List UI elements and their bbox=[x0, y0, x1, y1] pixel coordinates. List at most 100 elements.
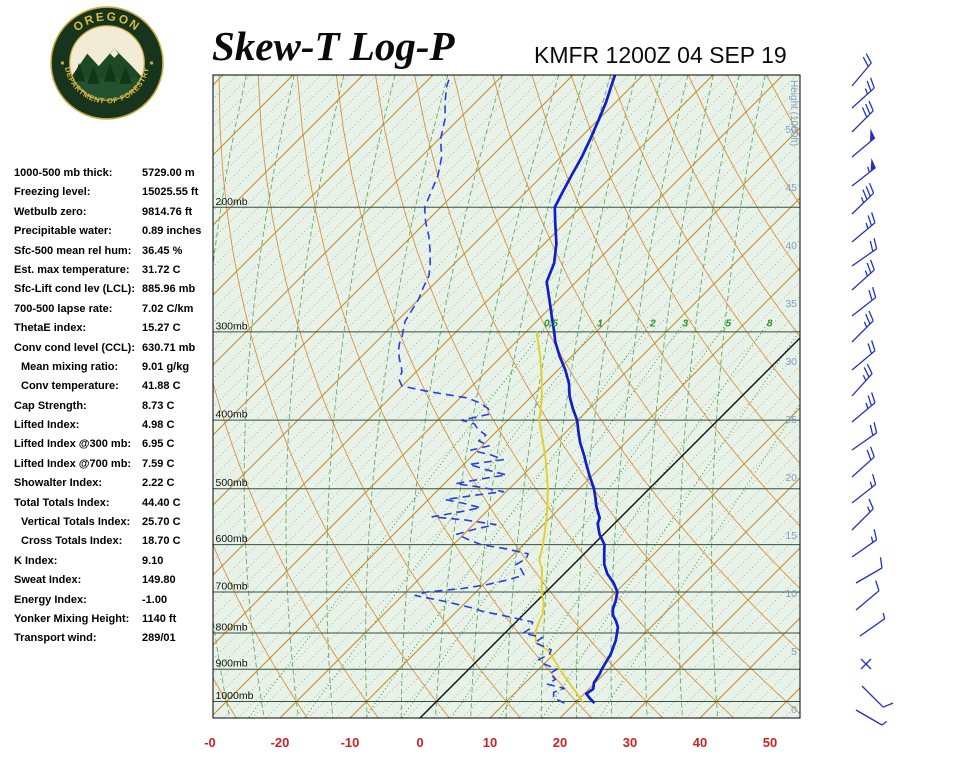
pressure-label: 600mb bbox=[216, 533, 248, 545]
temp-axis-label: 10 bbox=[483, 735, 497, 750]
stat-row: Conv temperature: 41.88 C bbox=[14, 380, 219, 399]
stat-label: Lifted Index @700 mb: bbox=[14, 457, 132, 470]
isotherm-minor bbox=[587, 505, 800, 718]
isotherm-minor bbox=[671, 589, 800, 718]
stat-label: Freezing level: bbox=[14, 186, 91, 199]
stat-label: Lifted Index @300 mb: bbox=[14, 438, 132, 451]
stat-value: 7.02 C/km bbox=[142, 302, 194, 315]
stat-value: 41.88 C bbox=[142, 380, 181, 393]
wind-barb bbox=[851, 77, 875, 109]
isotherm bbox=[629, 547, 800, 718]
stat-row: Cross Totals Index: 18.70 C bbox=[14, 535, 219, 554]
moist-adiabat bbox=[118, 75, 161, 718]
temp-axis-label: -20 bbox=[271, 735, 290, 750]
isotherm-minor bbox=[685, 603, 800, 718]
isotherm-minor bbox=[447, 365, 800, 718]
stat-row: Freezing level: 15025.55 ft bbox=[14, 186, 219, 205]
stat-value: 630.71 mb bbox=[142, 341, 196, 354]
wind-barb bbox=[851, 287, 877, 317]
isotherm-minor bbox=[223, 141, 800, 718]
isotherm-minor bbox=[601, 519, 800, 718]
odf-logo: OREGON DEPARTMENT OF FORESTRY bbox=[50, 6, 164, 120]
stat-value: 36.45 % bbox=[142, 244, 183, 257]
stat-label: ThetaE index: bbox=[14, 322, 87, 335]
isotherm-minor bbox=[475, 393, 800, 718]
wind-barb bbox=[851, 340, 876, 371]
isotherm-minor bbox=[213, 75, 770, 632]
height-axis-label: 45 bbox=[785, 182, 797, 194]
stat-label: Est. max temperature: bbox=[14, 263, 130, 276]
moist-adiabat bbox=[285, 75, 345, 718]
stat-value: 31.72 C bbox=[142, 263, 181, 276]
height-axis-label: 35 bbox=[785, 298, 797, 310]
isotherm-minor bbox=[213, 113, 800, 702]
zero-isotherm-line bbox=[419, 337, 800, 718]
moist-adiabat bbox=[678, 75, 740, 718]
moist-adiabat bbox=[434, 75, 560, 718]
stat-label: Precipitable water: bbox=[14, 225, 112, 238]
dry-adiabat bbox=[884, 75, 960, 718]
height-axis-label: 0 bbox=[791, 704, 797, 716]
isotherm-minor bbox=[573, 491, 800, 718]
isotherm-minor bbox=[643, 561, 800, 718]
isotherm-minor bbox=[363, 281, 800, 718]
isotherm-minor bbox=[433, 351, 800, 718]
mixing-ratio-line bbox=[498, 321, 770, 718]
wind-barb-column bbox=[851, 53, 894, 726]
wind-barb bbox=[855, 557, 883, 584]
logo-dot-left bbox=[60, 61, 65, 65]
chart-labels: 200mb 300mb 400mb 500mb 600mb 700mb 800mb 900mb… bbox=[204, 80, 799, 750]
wind-barb bbox=[851, 422, 878, 451]
stat-label: 700-500 lapse rate: bbox=[14, 302, 113, 315]
height-axis-label: 30 bbox=[785, 356, 797, 368]
isotherm-minor bbox=[213, 99, 800, 688]
stat-row: Showalter Index: 2.22 C bbox=[14, 477, 219, 496]
isotherm-minor bbox=[391, 309, 800, 718]
isotherm bbox=[213, 75, 714, 576]
stat-row: Lifted Index @300 mb: 6.95 C bbox=[14, 438, 219, 457]
wind-barb bbox=[859, 612, 886, 637]
mixing-ratio-line bbox=[248, 321, 551, 718]
wind-barb bbox=[851, 212, 876, 243]
snowcap-icon bbox=[110, 48, 119, 58]
isotherm-minor bbox=[321, 239, 800, 718]
height-axis-label: 15 bbox=[785, 530, 797, 542]
stat-row: Wetbulb zero: 9814.76 ft bbox=[14, 206, 219, 225]
moist-adiabat bbox=[711, 75, 766, 718]
page-title: Skew-T Log-P bbox=[212, 23, 455, 69]
temp-axis-label: 30 bbox=[623, 735, 637, 750]
stat-value: 2.22 C bbox=[142, 477, 175, 490]
station-datetime: KMFR 1200Z 04 SEP 19 bbox=[534, 42, 787, 68]
wind-barb bbox=[851, 238, 878, 267]
dry-adiabat bbox=[845, 75, 960, 718]
isotherm-minor bbox=[213, 75, 798, 660]
temp-axis-label: -10 bbox=[341, 735, 360, 750]
tree-icon bbox=[87, 66, 100, 84]
dry-adiabat bbox=[49, 75, 165, 718]
dry-adiabat bbox=[923, 75, 960, 718]
stat-value: 44.40 C bbox=[142, 496, 181, 509]
isotherm-minor bbox=[265, 183, 800, 718]
logo-outer-border bbox=[50, 6, 164, 120]
plot-area bbox=[49, 75, 960, 718]
mixing-ratio-line bbox=[542, 329, 800, 718]
stat-label: Mean mixing ratio: bbox=[21, 360, 119, 373]
isotherm bbox=[349, 267, 800, 718]
height-axis-title: Height (1000ft) bbox=[788, 80, 799, 146]
stat-row: Transport wind: 289/01 bbox=[14, 632, 219, 651]
stat-row: Est. max temperature: 31.72 C bbox=[14, 264, 219, 283]
isotherm-minor bbox=[503, 421, 800, 718]
tree-icon bbox=[103, 63, 117, 82]
stat-row: Cap Strength: 8.73 C bbox=[14, 400, 219, 419]
dry-adiabat bbox=[492, 75, 800, 590]
stat-label: Yonker Mixing Height: bbox=[14, 612, 130, 625]
isotherm bbox=[213, 127, 800, 716]
stat-label: Sfc-500 mean rel hum: bbox=[14, 244, 132, 257]
stat-value: 0.89 inches bbox=[142, 225, 202, 238]
isotherm-minor bbox=[213, 75, 756, 618]
stat-row: Lifted Index @700 mb: 7.59 C bbox=[14, 458, 219, 477]
isotherm-minor bbox=[213, 85, 800, 674]
stat-value: 18.70 C bbox=[142, 535, 181, 548]
